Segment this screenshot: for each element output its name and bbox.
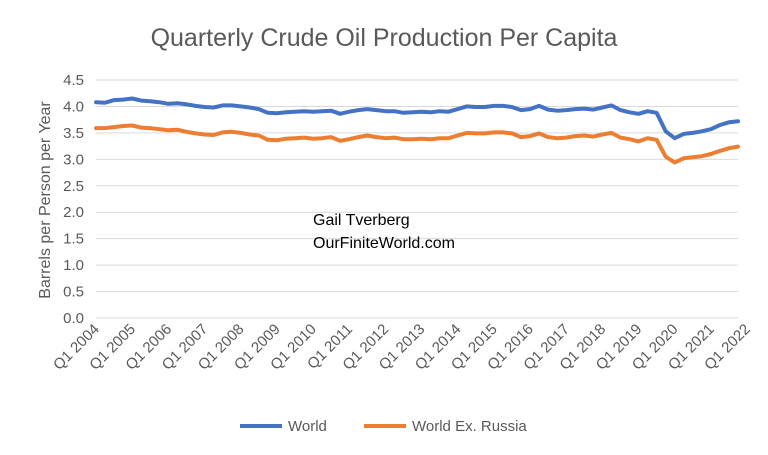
chart-title: Quarterly Crude Oil Production Per Capit… [151, 24, 618, 52]
legend: World World Ex. Russia [240, 418, 527, 435]
y-tick-label: 0.0 [63, 310, 84, 327]
legend-label-world: World [288, 418, 327, 435]
y-tick-label: 2.5 [63, 178, 84, 195]
y-axis-title: Barrels per Person per Year [37, 101, 54, 299]
legend-label-world-ex-russia: World Ex. Russia [412, 418, 527, 435]
y-tick-label: 3.5 [63, 125, 84, 142]
annotation-author: Gail Tverberg [313, 212, 410, 229]
y-tick-label: 3.0 [63, 151, 84, 168]
y-tick-label: 2.0 [63, 204, 84, 221]
series-line-world-ex-russia [94, 123, 740, 165]
series-line-world [94, 96, 740, 141]
y-tick-label: 1.0 [63, 257, 84, 274]
gridlines [96, 79, 738, 319]
series-lines [94, 96, 740, 165]
y-tick-labels: 0.0 0.5 1.0 1.5 2.0 2.5 3.0 3.5 4.0 4.5 [63, 72, 84, 327]
y-tick-label: 4.0 [63, 98, 84, 115]
y-tick-label: 4.5 [63, 72, 84, 89]
y-tick-label: 0.5 [63, 284, 84, 301]
annotation-website: OurFiniteWorld.com [313, 235, 455, 252]
y-tick-label: 1.5 [63, 231, 84, 248]
